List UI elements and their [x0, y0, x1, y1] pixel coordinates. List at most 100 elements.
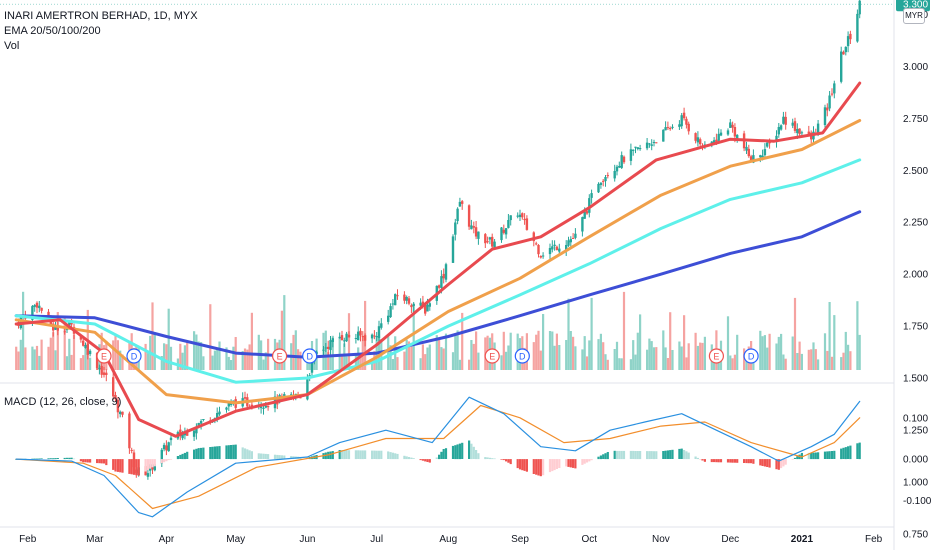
macd-histogram-bar: [396, 453, 399, 460]
volume-bar: [435, 335, 438, 370]
earnings-marker[interactable]: [96, 348, 112, 364]
volume-bar: [856, 301, 859, 370]
earnings-marker-label: E: [277, 352, 283, 362]
volume-bar: [810, 349, 813, 370]
candle-body: [412, 303, 415, 306]
volume-bar: [502, 331, 505, 370]
volume-bar: [412, 305, 415, 370]
volume-bar: [197, 341, 200, 370]
volume-bar: [650, 341, 653, 370]
macd-histogram-bar: [146, 459, 149, 471]
candle-body: [782, 116, 785, 124]
volume-bar: [655, 347, 658, 370]
volume-bar: [777, 336, 780, 370]
macd-histogram-bar: [780, 459, 783, 469]
volume-bar: [823, 333, 827, 370]
macd-histogram-bar: [761, 459, 764, 466]
macd-histogram-bar: [775, 459, 778, 470]
macd-histogram-bar: [747, 459, 750, 464]
macd-histogram-bar: [696, 457, 699, 460]
candle-body: [844, 46, 847, 53]
candle-body: [525, 218, 529, 230]
volume-bar: [257, 334, 260, 370]
candle-body: [192, 430, 196, 437]
candle-body: [793, 121, 797, 131]
candle-body: [655, 142, 658, 144]
volume-bar: [618, 358, 621, 370]
dividend-marker[interactable]: [514, 348, 530, 364]
candle-body: [768, 142, 771, 144]
volume-bar: [840, 357, 843, 370]
macd-histogram-bar: [782, 459, 785, 467]
dividend-marker[interactable]: [743, 348, 759, 364]
candle-body: [567, 240, 570, 246]
candle-body: [518, 214, 522, 217]
earnings-marker-label: E: [713, 352, 719, 362]
macd-histogram-bar: [213, 446, 216, 459]
candle-body: [620, 155, 623, 168]
time-tick-label: Aug: [439, 534, 457, 545]
macd-histogram-bar: [183, 452, 186, 460]
volume-bar: [632, 340, 635, 370]
candle-body: [638, 148, 642, 150]
macd-histogram-bar: [345, 450, 348, 459]
macd-histogram-bar: [468, 440, 471, 459]
volume-bar: [116, 340, 119, 370]
volume-bar: [294, 330, 297, 370]
price-tick-label: 1.000: [903, 477, 928, 488]
macd-histogram-bar: [456, 444, 459, 460]
volume-bar: [15, 346, 18, 370]
macd-histogram-bar: [458, 443, 461, 460]
macd-histogram-bar: [539, 459, 542, 477]
volume-bar: [620, 358, 623, 370]
candle-body: [266, 405, 270, 408]
candle-body: [629, 149, 633, 161]
macd-histogram-bar: [347, 450, 351, 460]
candle-body: [105, 372, 108, 375]
candle-body: [151, 465, 154, 470]
volume-bar: [218, 341, 221, 370]
volume-bar: [82, 355, 85, 370]
candle-body: [761, 155, 764, 158]
macd-histogram-bar: [454, 445, 457, 460]
macd-line: [15, 396, 861, 518]
volume-bar: [539, 350, 542, 370]
candle-body: [671, 126, 674, 128]
candle-body: [79, 336, 83, 340]
macd-histogram-bar: [243, 448, 247, 460]
earnings-marker[interactable]: [708, 348, 725, 364]
candle-body: [243, 397, 247, 399]
macd-histogram-bar: [70, 457, 73, 460]
candle-body: [791, 122, 794, 126]
macd-histogram-bar: [407, 457, 411, 460]
macd-histogram-bar: [371, 450, 374, 460]
macd-histogram-bar: [225, 445, 228, 459]
macd-signal-line: [15, 404, 861, 510]
volume-bar: [33, 349, 36, 370]
volume-bar: [151, 302, 154, 370]
macd-histogram-bar: [98, 459, 101, 464]
volume-bar: [246, 349, 249, 370]
macd-histogram-bar: [669, 450, 672, 459]
candle-body: [669, 128, 672, 130]
macd-histogram-bar: [232, 444, 235, 460]
volume-bar: [701, 342, 704, 370]
macd-histogram-bar: [218, 446, 221, 460]
candle-body: [128, 413, 131, 449]
candle-body: [749, 156, 753, 162]
currency-button[interactable]: MYR: [903, 8, 925, 24]
macd-histogram-bar: [729, 459, 732, 463]
macd-histogram-bar: [791, 459, 794, 460]
dividend-marker[interactable]: [302, 348, 318, 364]
earnings-marker[interactable]: [484, 348, 500, 364]
candle-body: [100, 365, 103, 375]
earnings-marker[interactable]: [272, 348, 288, 364]
macd-histogram-bar: [830, 451, 834, 459]
volume-bar: [186, 341, 189, 370]
candle-body: [842, 51, 845, 55]
candle-body: [493, 241, 496, 249]
macd-histogram-bar: [796, 456, 799, 460]
dividend-marker[interactable]: [126, 348, 142, 364]
macd-tick-label: -0.100: [903, 496, 932, 507]
